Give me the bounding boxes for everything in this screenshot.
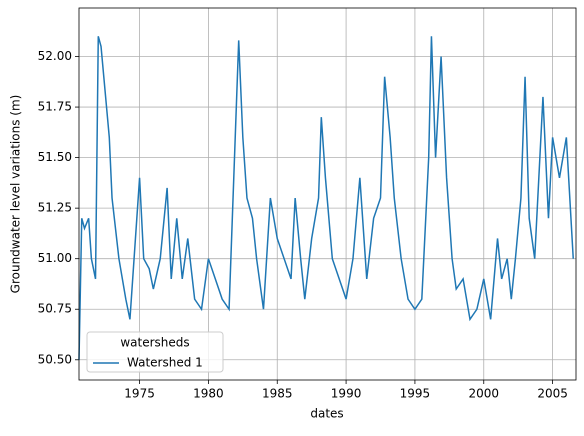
x-tick-label: 1985 — [262, 387, 293, 401]
x-tick-label: 2005 — [537, 387, 568, 401]
line-series — [78, 36, 574, 360]
x-tick-label: 1975 — [124, 387, 155, 401]
legend-box — [86, 331, 224, 373]
y-tick-label: 51.00 — [38, 251, 72, 265]
y-tick-label: 51.75 — [38, 100, 72, 114]
x-tick-label: 2000 — [468, 387, 499, 401]
y-tick-label: 52.00 — [38, 49, 72, 63]
y-tick-label: 51.50 — [38, 150, 72, 164]
x-axis-label: dates — [310, 407, 343, 421]
y-tick-label: 51.25 — [38, 201, 72, 215]
y-tick-label: 50.50 — [38, 352, 72, 366]
y-tick-label: 50.75 — [38, 302, 72, 316]
legend-label: Watershed 1 — [127, 356, 203, 370]
x-tick-label: 1980 — [193, 387, 224, 401]
x-tick-label: 1990 — [331, 387, 362, 401]
legend-title: watersheds — [120, 336, 189, 350]
plot-frame — [78, 7, 577, 381]
x-tick-label: 1995 — [400, 387, 431, 401]
y-axis-label: Groundwater level variations (m) — [9, 95, 23, 294]
